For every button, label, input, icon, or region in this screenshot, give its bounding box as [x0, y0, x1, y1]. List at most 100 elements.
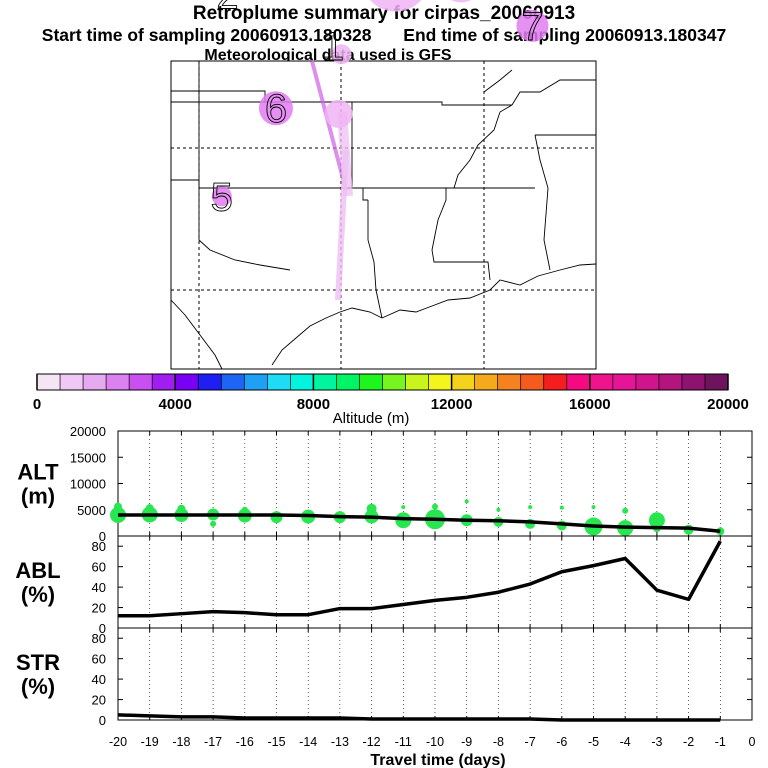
x-tick-label: -19 [141, 735, 159, 749]
altitude-point [210, 520, 217, 527]
x-tick-label: -18 [172, 735, 190, 749]
y-tick-label: 40 [92, 672, 106, 687]
x-tick-label: -8 [493, 735, 504, 749]
x-tick-label: -6 [556, 735, 567, 749]
panel-str: 0 20 40 60 80 STR(%) [16, 627, 753, 728]
altitude-point [241, 506, 248, 513]
sampling-times: Start time of sampling 20060913.180328 E… [0, 25, 768, 45]
series-line-abl [118, 540, 722, 618]
altitude-point [401, 505, 406, 510]
plume-blob-3 [516, 9, 549, 42]
altitude-point [177, 504, 186, 513]
colorbar-swatch [244, 374, 268, 390]
colorbar-tick-label: 0 [33, 396, 41, 413]
day-markers: 1246765 [210, 0, 544, 220]
colorbar-tick-label: 20000 [707, 396, 749, 413]
x-tick-label: -9 [461, 735, 472, 749]
panel-frame [117, 627, 753, 721]
plume-density [211, 0, 549, 207]
y-tick-label: 0 [99, 713, 106, 728]
day-marker-7: 5 [211, 175, 233, 219]
colorbar-swatch [704, 374, 729, 390]
colorbar-swatch [497, 374, 522, 390]
x-tick-label: -14 [299, 735, 317, 749]
colorbar-swatch [37, 374, 61, 390]
colorbar-swatch [382, 374, 407, 390]
x-tick-label: -10 [426, 735, 444, 749]
altitude-point [145, 504, 154, 513]
day-marker-2: 2 [216, 0, 238, 18]
y-axis-label: ABL [15, 558, 60, 583]
colorbar-swatch [60, 374, 84, 390]
x-axis-label: Travel time (days) [370, 752, 505, 768]
x-tick-label: -17 [204, 735, 222, 749]
altitude-point [559, 505, 564, 510]
x-tick-label: -3 [651, 735, 662, 749]
altitude-colorbar: 0 4000 8000 12000 16000 20000 [33, 373, 749, 413]
altitude-point [496, 507, 501, 512]
start-time-label: Start time of sampling 20060913.180328 [41, 25, 372, 45]
colorbar-swatch [83, 374, 107, 390]
colorbar-swatch [658, 374, 683, 390]
x-tick-label: -15 [267, 735, 285, 749]
map-panel: 1246765 [170, 0, 597, 370]
panel-frame [117, 535, 753, 629]
colorbar-swatch [336, 374, 360, 390]
x-tick-label: -11 [395, 735, 412, 749]
map-frame [170, 60, 597, 370]
chart-title: Retroplume summary for cirpas_20060913 [192, 3, 576, 24]
map-outlines [170, 61, 597, 370]
colorbar-swatch [405, 374, 430, 390]
colorbar-swatch [175, 374, 199, 390]
panel-alt: 0 5000 10000 15000 20000 ALT(m) [17, 424, 753, 544]
altitude-point [528, 505, 533, 510]
plume-blob-1 [370, 0, 422, 12]
plume-blob-6 [324, 99, 353, 128]
colorbar-tick-label: 16000 [569, 396, 611, 413]
colorbar-swatch [612, 374, 637, 390]
y-tick-label: 15000 [70, 450, 106, 465]
x-tick-label: -2 [683, 735, 694, 749]
y-tick-label: 0 [99, 621, 106, 636]
colorbar-tick-label: 4000 [159, 396, 192, 413]
colorbar-swatch [681, 374, 706, 390]
day-marker-1: 1 [322, 25, 344, 69]
y-tick-label: 80 [92, 631, 106, 646]
x-tick-label: -13 [331, 735, 349, 749]
plume-blob-4 [258, 91, 293, 126]
colorbar-swatch [451, 374, 476, 390]
plume-blob-7 [331, 44, 352, 65]
map-graticule [171, 61, 596, 369]
y-axis-unit: (m) [21, 484, 55, 509]
y-tick-label: 80 [92, 539, 106, 554]
colorbar-swatch [589, 374, 614, 390]
panel-abl: 0 20 40 60 80 ABL(%) [15, 535, 753, 636]
y-tick-label: 10000 [70, 477, 106, 492]
series-line-str [117, 713, 721, 722]
colorbar-swatch [359, 374, 383, 390]
series-line-alt [118, 513, 721, 534]
day-marker-4: 6 [450, 0, 472, 3]
altitude-point [366, 503, 377, 514]
day-marker-3: 4 [385, 0, 407, 1]
x-tick-label: -12 [363, 735, 381, 749]
colorbar-swatch [129, 374, 153, 390]
colorbar-swatch [635, 374, 660, 390]
day-marker-5: 7 [521, 5, 543, 49]
x-tick-label: -20 [109, 735, 127, 749]
end-time-label: End time of sampling 20060913.180347 [403, 25, 727, 45]
x-tick-label: -1 [715, 735, 726, 749]
day-marker-6: 6 [265, 87, 287, 131]
colorbar-swatch [520, 374, 545, 390]
colorbar-swatch [198, 374, 222, 390]
colorbar-swatch [290, 374, 314, 390]
y-tick-label: 60 [92, 652, 106, 667]
colorbar-tick-label: 12000 [431, 396, 473, 413]
colorbar-swatch [221, 374, 245, 390]
altitude-point [648, 512, 665, 529]
y-tick-label: 0 [99, 529, 106, 544]
colorbar-swatch [106, 374, 130, 390]
y-axis-unit: (%) [21, 674, 55, 699]
y-tick-label: 20000 [70, 424, 106, 439]
